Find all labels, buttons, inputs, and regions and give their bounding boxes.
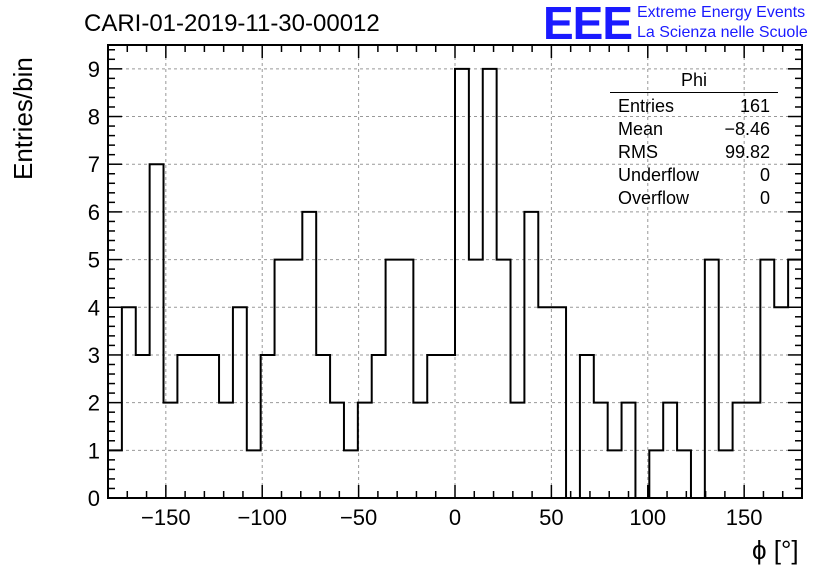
x-axis-label: ϕ [°] (752, 535, 799, 565)
stats-row: RMS 99.82 (610, 141, 778, 164)
x-tick-label: −150 (141, 505, 191, 530)
stats-value: 161 (739, 96, 770, 116)
stats-value: 0 (759, 188, 770, 208)
stats-value: 0 (759, 165, 770, 185)
y-tick-label: 8 (88, 105, 100, 130)
y-axis-label: Entries/bin (8, 57, 38, 180)
y-tick-label: 1 (88, 438, 100, 463)
stats-label: Underflow (618, 165, 700, 185)
x-tick-label: 100 (629, 505, 666, 530)
logo-line-1: Extreme Energy Events (637, 4, 806, 21)
y-tick-label: 4 (88, 295, 100, 320)
stats-label: RMS (618, 142, 658, 162)
stats-value: −8.46 (724, 119, 770, 139)
x-tick-label: −100 (237, 505, 287, 530)
stats-name: Phi (610, 70, 778, 93)
x-tick-label: 50 (539, 505, 563, 530)
stats-row: Overflow 0 (610, 187, 778, 210)
stats-value: 99.82 (724, 142, 770, 162)
stats-label: Mean (618, 119, 664, 139)
y-tick-label: 6 (88, 200, 100, 225)
stats-label: Overflow (618, 188, 690, 208)
x-tick-label: −50 (340, 505, 377, 530)
y-tick-label: 3 (88, 343, 100, 368)
stats-row: Entries 161 (610, 95, 778, 118)
stats-label: Entries (618, 96, 675, 116)
tick-labels: −150 −100 −50 0 50 100 150 0 1 2 3 4 5 6 7 8 9 (88, 57, 763, 530)
y-tick-label: 5 (88, 248, 100, 273)
stats-box: Phi Entries 161 Mean −8.46 RMS 99.82 Und… (610, 70, 778, 210)
y-tick-label: 7 (88, 152, 100, 177)
stats-row: Underflow 0 (610, 164, 778, 187)
y-tick-label: 9 (88, 57, 100, 82)
x-tick-label: 0 (449, 505, 461, 530)
stats-row: Mean −8.46 (610, 118, 778, 141)
eee-logo: EEE (543, 0, 633, 49)
x-tick-label: 150 (726, 505, 763, 530)
logo-line-2: La Scienza nelle Scuole (637, 24, 808, 41)
y-tick-label: 2 (88, 391, 100, 416)
y-tick-label: 0 (88, 486, 100, 511)
plot-title: CARI-01-2019-11-30-00012 (84, 10, 380, 37)
histogram-outline (107, 67, 803, 499)
axis-ticks (107, 45, 803, 499)
